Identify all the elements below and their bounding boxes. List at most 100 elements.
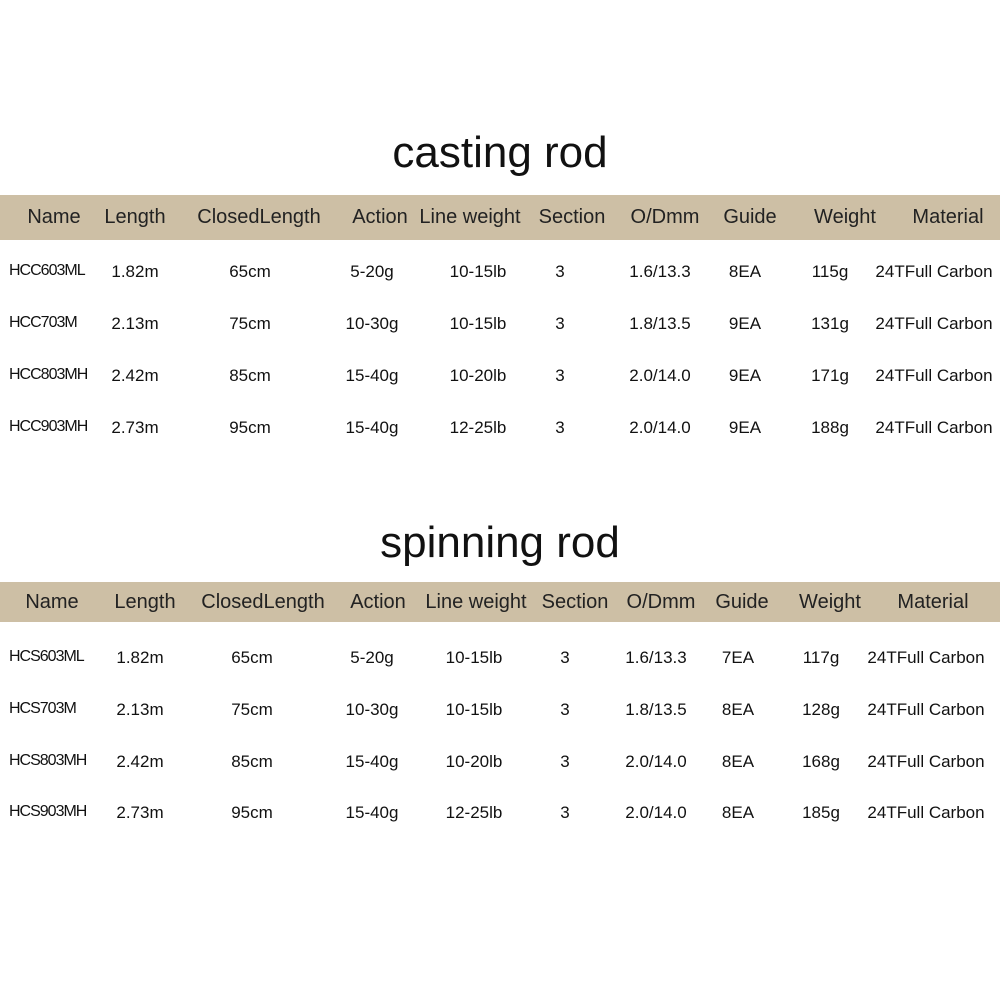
table-cell: HCC903MH xyxy=(9,418,88,435)
table-cell: 3 xyxy=(560,700,570,719)
table-cell: 24TFull Carbon xyxy=(867,648,985,667)
table-cell: 9EA xyxy=(728,418,762,437)
table-cell: 10-15lb xyxy=(445,700,503,719)
table-cell: 15-40g xyxy=(345,752,399,771)
table-cell: 1.8/13.5 xyxy=(625,700,687,719)
column-header: O/Dmm xyxy=(630,206,700,228)
table-cell: 2.13m xyxy=(111,314,159,333)
table-cell: 10-15lb xyxy=(449,262,507,281)
table-cell: 15-40g xyxy=(345,366,399,385)
table-cell: 8EA xyxy=(721,803,755,822)
table-cell: 9EA xyxy=(728,314,762,333)
table-cell: 8EA xyxy=(728,262,762,281)
column-header: Material xyxy=(912,206,984,228)
table-cell: 8EA xyxy=(721,752,755,771)
table-cell: 2.42m xyxy=(111,366,159,385)
column-header: ClosedLength xyxy=(201,591,325,613)
table-cell: 5-20g xyxy=(350,262,394,281)
column-header: Line weight xyxy=(425,591,527,613)
table-cell: 10-15lb xyxy=(449,314,507,333)
column-header: Action xyxy=(352,206,408,228)
table-cell: 10-30g xyxy=(345,700,399,719)
table-cell: 1.6/13.3 xyxy=(629,262,691,281)
table-cell: 171g xyxy=(811,366,849,385)
table-cell: 24TFull Carbon xyxy=(875,262,993,281)
table-cell: 15-40g xyxy=(345,418,399,437)
table-cell: 85cm xyxy=(231,752,273,771)
table-cell: 10-20lb xyxy=(445,752,503,771)
column-header: Guide xyxy=(715,591,769,613)
table-cell: 5-20g xyxy=(350,648,394,667)
table-cell: 8EA xyxy=(721,700,755,719)
table-cell: 3 xyxy=(555,262,565,281)
table-cell: 24TFull Carbon xyxy=(875,418,993,437)
table-cell: 10-30g xyxy=(345,314,399,333)
table-cell: 15-40g xyxy=(345,803,399,822)
table-cell: 2.73m xyxy=(111,418,159,437)
table-cell: 24TFull Carbon xyxy=(875,366,993,385)
table-cell: 12-25lb xyxy=(449,418,507,437)
table-cell: 3 xyxy=(555,314,565,333)
column-header: Material xyxy=(897,591,969,613)
table-cell: 24TFull Carbon xyxy=(867,752,985,771)
table-cell: 2.0/14.0 xyxy=(629,366,691,385)
column-header: ClosedLength xyxy=(197,206,321,228)
table-cell: 2.42m xyxy=(116,752,164,771)
table-cell: 1.82m xyxy=(111,262,159,281)
table-cell: 2.0/14.0 xyxy=(625,752,687,771)
table-cell: 3 xyxy=(560,803,570,822)
table-cell: 3 xyxy=(560,648,570,667)
table-cell: 10-15lb xyxy=(445,648,503,667)
column-header: O/Dmm xyxy=(626,591,696,613)
table-cell: 185g xyxy=(802,803,840,822)
table-cell: 3 xyxy=(560,752,570,771)
table-cell: HCS603ML xyxy=(9,648,85,665)
table-cell: 24TFull Carbon xyxy=(875,314,993,333)
table-cell: 65cm xyxy=(229,262,271,281)
table-cell: 2.73m xyxy=(116,803,164,822)
table-cell: 131g xyxy=(811,314,849,333)
table-cell: 3 xyxy=(555,418,565,437)
column-header: Weight xyxy=(814,206,876,228)
table-cell: 95cm xyxy=(229,418,271,437)
table-cell: 75cm xyxy=(229,314,271,333)
table-cell: 2.13m xyxy=(116,700,164,719)
column-header: Weight xyxy=(799,591,861,613)
table-cell: HCS803MH xyxy=(9,752,87,769)
column-header: Line weight xyxy=(419,206,521,228)
table-cell: 188g xyxy=(811,418,849,437)
table-cell: 1.6/13.3 xyxy=(625,648,687,667)
table-cell: 95cm xyxy=(231,803,273,822)
table-cell: 1.8/13.5 xyxy=(629,314,691,333)
table-cell: HCC803MH xyxy=(9,366,88,383)
table-cell: 10-20lb xyxy=(449,366,507,385)
header-row xyxy=(0,195,1000,240)
header-row xyxy=(0,582,1000,622)
table-cell: 3 xyxy=(555,366,565,385)
table-cell: 85cm xyxy=(229,366,271,385)
table-cell: 7EA xyxy=(721,648,755,667)
table-cell: 24TFull Carbon xyxy=(867,700,985,719)
table-cell: 65cm xyxy=(231,648,273,667)
table-cell: 1.82m xyxy=(116,648,164,667)
table-cell: 75cm xyxy=(231,700,273,719)
table-cell: 117g xyxy=(802,648,840,667)
table-cell: HCC703M xyxy=(9,314,78,331)
column-header: Guide xyxy=(723,206,777,228)
table-cell: 24TFull Carbon xyxy=(867,803,985,822)
column-header: Section xyxy=(538,206,606,228)
table-cell: HCC603ML xyxy=(9,262,86,279)
column-header: Name xyxy=(27,206,81,228)
table-cell: HCS903MH xyxy=(9,803,87,820)
table-cell: 2.0/14.0 xyxy=(625,803,687,822)
column-header: Section xyxy=(541,591,609,613)
column-header: Action xyxy=(350,591,406,613)
table-cell: 9EA xyxy=(728,366,762,385)
column-header: Length xyxy=(104,206,166,228)
table-cell: HCS703M xyxy=(9,700,77,717)
column-header: Length xyxy=(114,591,176,613)
table-cell: 12-25lb xyxy=(445,803,503,822)
table-cell: 168g xyxy=(802,752,840,771)
table-title: casting rod xyxy=(392,128,608,177)
table-title: spinning rod xyxy=(380,518,620,567)
